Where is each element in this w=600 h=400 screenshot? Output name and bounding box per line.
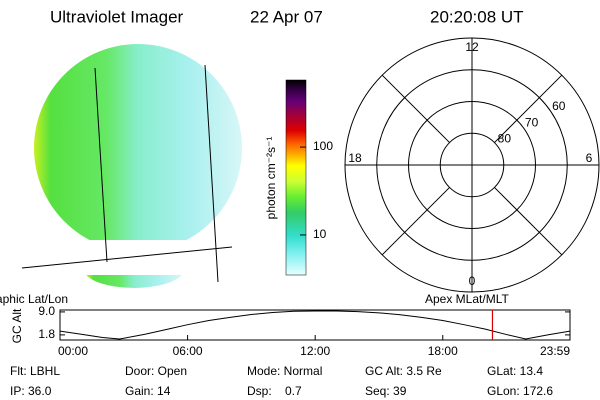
date: 22 Apr 07 xyxy=(250,7,323,26)
y-axis-label: GC Alt xyxy=(10,308,24,343)
y-tick-label: 1.8 xyxy=(38,327,55,341)
ring-label: 80 xyxy=(498,132,512,146)
gc-alt-line xyxy=(60,310,570,340)
polar-spoke xyxy=(494,74,563,143)
x-tick-label: 23:59 xyxy=(540,344,570,358)
x-tick-label: 12:00 xyxy=(300,344,330,358)
ring-label: 60 xyxy=(552,99,566,113)
map-label: Apex MLat/MLT xyxy=(425,292,509,306)
time: 20:20:08 UT xyxy=(430,7,524,26)
meridian-line xyxy=(94,67,108,263)
image-disk xyxy=(34,44,242,240)
colorbar-frame xyxy=(285,79,307,276)
colorbar-tick-label: 100 xyxy=(313,139,333,153)
colorbar-tick-label: 10 xyxy=(313,227,327,241)
status-field: Flt: LBHL xyxy=(10,364,60,378)
status-field: GLat: 13.4 xyxy=(487,364,543,378)
polar-ring xyxy=(376,69,568,261)
status-field: GC Alt: 3.5 Re xyxy=(365,364,442,378)
status-field: Mode: Normal xyxy=(247,364,322,378)
parallel-line xyxy=(21,246,233,269)
map-label: Geographic Lat/Lon xyxy=(0,292,68,306)
mlt-label: 18 xyxy=(348,151,362,165)
status-field: IP: 36.0 xyxy=(10,384,52,398)
status-field: Door: Open xyxy=(125,364,187,378)
status-field: Dsp: 0.7 xyxy=(247,384,302,398)
polar-spoke xyxy=(494,187,563,256)
colorbar xyxy=(286,80,306,275)
uv-image xyxy=(21,44,242,288)
mlt-label: 6 xyxy=(586,151,593,165)
mlt-label: 12 xyxy=(465,40,479,54)
polar-ring xyxy=(439,132,505,198)
polar-spoke xyxy=(381,187,450,256)
y-tick-label: 9.0 xyxy=(38,304,55,318)
image-strip xyxy=(86,275,182,288)
colorbar-label: photon cm⁻²s⁻¹ xyxy=(264,137,278,220)
x-tick-label: 18:00 xyxy=(428,344,458,358)
polar-ring xyxy=(408,101,536,229)
polar-spoke xyxy=(381,74,450,143)
status-field: GLon: 172.6 xyxy=(487,384,553,398)
status-field: Seq: 39 xyxy=(365,384,407,398)
mlt-label: 0 xyxy=(469,274,476,288)
x-tick-label: 06:00 xyxy=(173,344,203,358)
meridian-line xyxy=(204,64,219,283)
status-field: Gain: 14 xyxy=(125,384,171,398)
ring-label: 70 xyxy=(525,115,539,129)
x-tick-label: 00:00 xyxy=(58,344,88,358)
instrument-title: Ultraviolet Imager xyxy=(50,7,184,26)
